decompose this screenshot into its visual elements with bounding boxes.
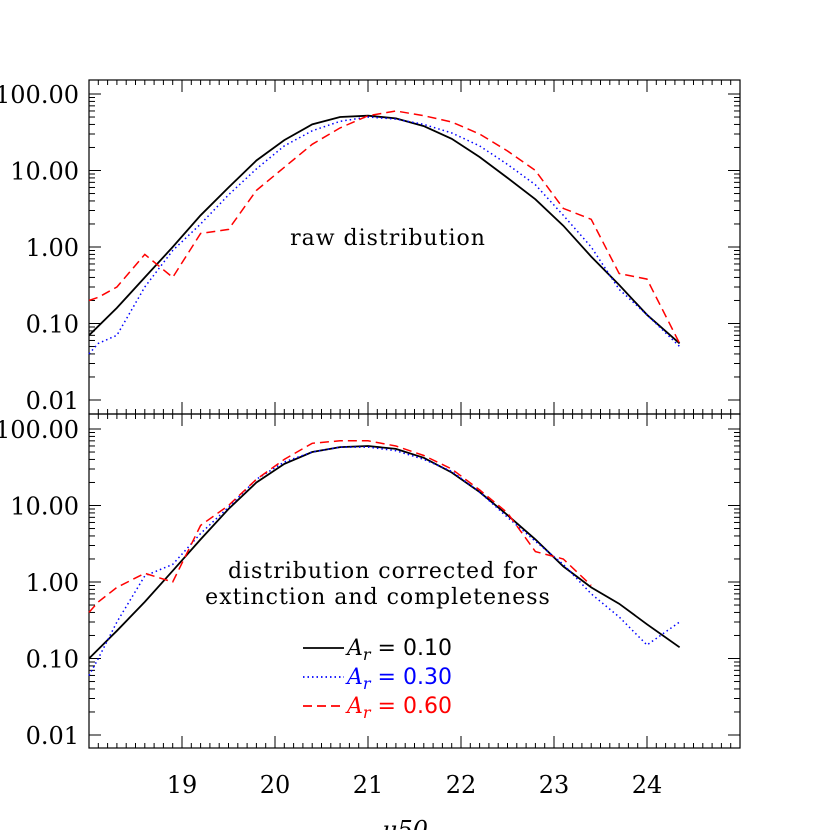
x-tick-label: 22 (446, 771, 477, 799)
y-tick-label: 1.00 (26, 234, 79, 262)
top-annotation: raw distribution (290, 226, 486, 251)
y-tick-label: 1.00 (26, 569, 79, 597)
x-tick-label: 23 (539, 771, 570, 799)
y-tick-label: 0.01 (26, 387, 79, 415)
y-tick-label: 0.10 (26, 311, 79, 339)
series-line-solid (88, 114, 681, 345)
x-tick-label: 24 (632, 771, 663, 799)
y-tick-label: 100.00 (0, 416, 79, 444)
panel-raw-distribution: 0.01 0.10 1.00 10.00 100.00 (0, 79, 741, 415)
series-line-dashed (88, 440, 592, 613)
legend-label: Ar = 0.30 (345, 665, 452, 693)
y-tick-label: 0.10 (26, 646, 79, 674)
series-line-solid (88, 445, 681, 660)
series-line-dotted (88, 116, 681, 355)
y-tick-label: 10.00 (10, 493, 79, 521)
panel-corrected-distribution: 0.01 0.10 1.00 10.00 100.00 19 20 21 22 23 24 (0, 413, 741, 799)
y-tick-label: 100.00 (0, 81, 79, 109)
series-line-dashed (88, 110, 681, 344)
x-tick-label: 20 (260, 771, 291, 799)
x-tick-label: 19 (167, 771, 198, 799)
legend-label: Ar = 0.60 (345, 694, 452, 722)
x-axis-label: μ50 (382, 816, 428, 830)
bottom-annotation-line-2: extinction and completeness (205, 585, 551, 610)
y-tick-label: 10.00 (10, 158, 79, 186)
y-tick-label: 0.01 (26, 722, 79, 750)
x-tick-label: 21 (353, 771, 384, 799)
legend-label: Ar = 0.10 (345, 636, 452, 664)
bottom-annotation-line-1: distribution corrected for (228, 559, 538, 584)
